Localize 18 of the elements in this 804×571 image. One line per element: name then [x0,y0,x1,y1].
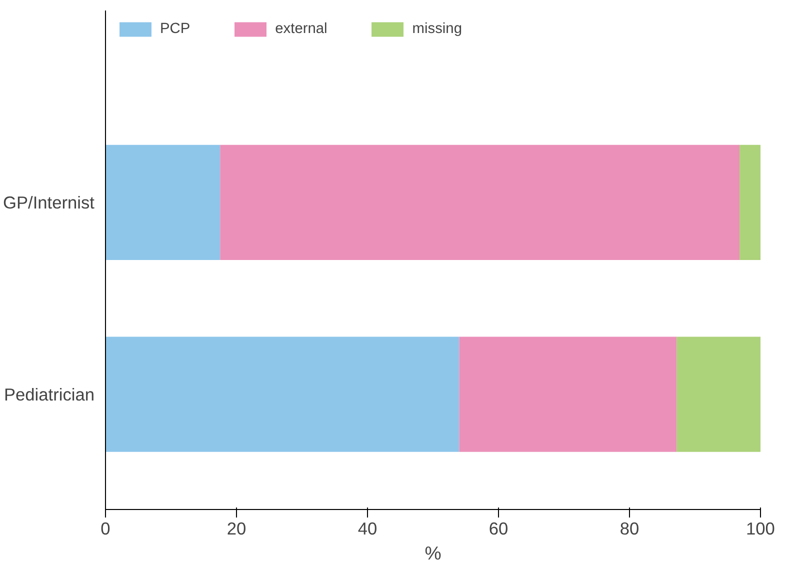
x-tick-label: 40 [358,518,378,538]
x-tick-label: 0 [100,518,110,538]
x-tick-label: 100 [746,518,775,538]
y-tick-label: Pediatrician [4,384,95,404]
y-tick-label: GP/Internist [3,192,95,212]
x-tick-label: 80 [620,518,640,538]
bar [459,336,677,452]
legend-label: external [275,21,328,37]
x-tick-label: 60 [488,518,508,538]
bar [740,144,760,260]
x-tick-label: 20 [226,518,246,538]
bar [220,144,740,260]
bar [106,144,220,260]
bar [676,336,760,452]
legend-label: PCP [160,21,190,37]
bar [106,336,460,452]
legend-label: missing [412,21,462,37]
x-axis-title: % [424,542,442,564]
